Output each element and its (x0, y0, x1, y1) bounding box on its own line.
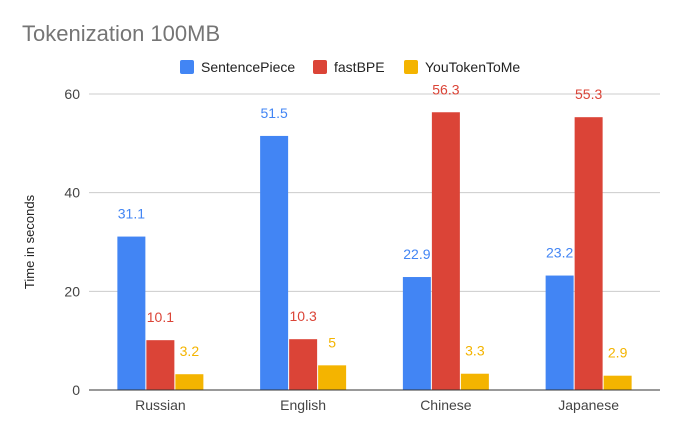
y-axis-label: Time in seconds (22, 194, 37, 289)
legend-swatch (180, 60, 194, 74)
x-tick-label: Russian (135, 397, 186, 413)
data-label: 51.5 (261, 105, 288, 121)
legend-label: SentencePiece (201, 59, 295, 75)
legend: SentencePiece fastBPE YouTokenToMe (180, 59, 520, 75)
bar (289, 339, 318, 390)
bar (117, 236, 146, 390)
y-axis-ticks: 0 20 40 60 (64, 86, 80, 398)
bar (574, 117, 603, 390)
data-label: 22.9 (403, 246, 430, 262)
data-labels: 31.1 10.1 3.2 51.5 10.3 5 22.9 56.3 3.3 23.2 55.3 2… (118, 81, 628, 360)
gridlines (89, 93, 660, 391)
x-tick-label: Chinese (420, 397, 472, 413)
bar (545, 275, 574, 390)
y-tick-label: 0 (72, 382, 80, 398)
data-label: 5 (328, 334, 336, 350)
x-tick-label: English (280, 397, 326, 413)
bar (603, 375, 632, 390)
legend-swatch (404, 60, 418, 74)
legend-label: YouTokenToMe (425, 59, 520, 75)
data-label: 23.2 (546, 245, 573, 261)
x-tick-label: Japanese (558, 397, 619, 413)
legend-swatch (313, 60, 327, 74)
bar (431, 112, 460, 391)
bar (318, 365, 347, 390)
y-tick-label: 40 (64, 185, 80, 201)
bar (260, 135, 289, 390)
data-label: 55.3 (575, 86, 602, 102)
bars (117, 112, 632, 391)
bar (402, 277, 431, 390)
data-label: 10.1 (147, 309, 174, 325)
legend-label: fastBPE (334, 59, 385, 75)
bar (146, 340, 175, 390)
data-label: 56.3 (432, 81, 459, 97)
data-label: 3.2 (180, 343, 200, 359)
chart-title: Tokenization 100MB (22, 21, 220, 46)
data-label: 3.3 (465, 343, 485, 359)
data-label: 31.1 (118, 206, 145, 222)
bar (175, 374, 204, 390)
data-label: 10.3 (290, 308, 317, 324)
x-axis-ticks: Russian English Chinese Japanese (89, 389, 660, 413)
data-label: 2.9 (608, 345, 628, 361)
y-tick-label: 60 (64, 86, 80, 102)
bar (460, 373, 489, 390)
y-tick-label: 20 (64, 283, 80, 299)
